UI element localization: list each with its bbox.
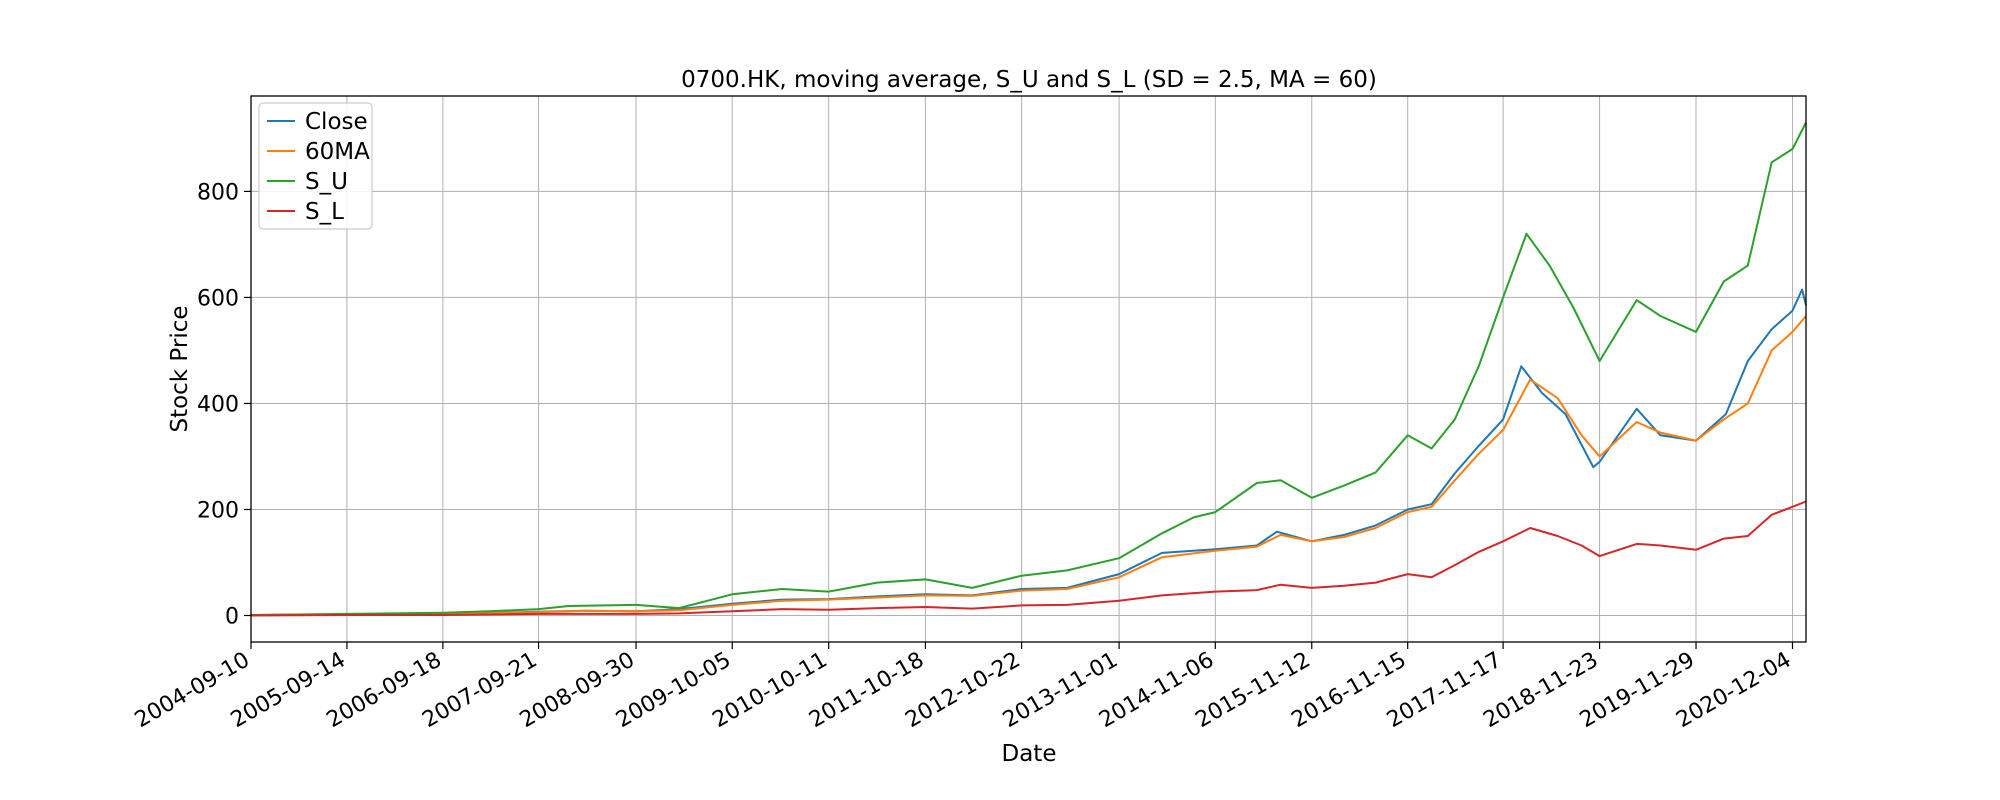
y-tick-label: 0 bbox=[225, 604, 239, 629]
series-line-60ma bbox=[250, 315, 1807, 616]
legend-box bbox=[258, 102, 373, 230]
y-axis-ticks: 0 200 400 600 800 bbox=[197, 180, 251, 629]
series-line-close bbox=[250, 288, 1807, 616]
legend-label: Close bbox=[305, 109, 368, 135]
legend-label: S_U bbox=[305, 169, 348, 195]
grid-lines bbox=[250, 96, 1806, 642]
legend: Close 60MA S_U S_L bbox=[258, 102, 373, 230]
x-axis-label: Date bbox=[1002, 741, 1057, 767]
y-tick-label: 200 bbox=[197, 498, 239, 523]
y-axis-label: Stock Price bbox=[167, 305, 193, 432]
y-tick-label: 600 bbox=[197, 286, 239, 311]
y-tick-label: 800 bbox=[197, 180, 239, 205]
x-axis-ticks: 2004-09-102005-09-142006-09-182007-09-21… bbox=[131, 642, 1795, 733]
chart-title: 0700.HK, moving average, S_U and S_L (SD… bbox=[681, 67, 1377, 93]
plot-frame bbox=[250, 95, 1807, 643]
legend-label: 60MA bbox=[305, 139, 370, 165]
series-line-s-l bbox=[250, 500, 1807, 617]
series-lines bbox=[250, 122, 1807, 617]
series-line-s-u bbox=[250, 122, 1807, 616]
y-tick-label: 400 bbox=[197, 392, 239, 417]
legend-label: S_L bbox=[305, 199, 344, 225]
